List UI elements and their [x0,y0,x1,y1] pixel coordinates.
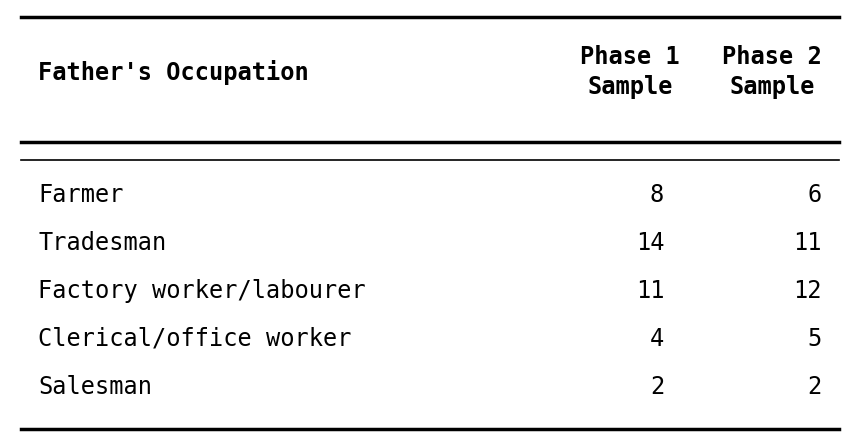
Text: 11: 11 [636,279,664,303]
Text: Farmer: Farmer [38,182,124,206]
Text: 12: 12 [793,279,822,303]
Text: Clerical/office worker: Clerical/office worker [38,327,352,351]
Text: 8: 8 [650,182,664,206]
Text: 14: 14 [636,231,664,255]
Text: 4: 4 [650,327,664,351]
Text: 2: 2 [650,375,664,399]
Text: 2: 2 [808,375,822,399]
Text: Tradesman: Tradesman [38,231,167,255]
Text: Father's Occupation: Father's Occupation [38,59,309,84]
Text: 11: 11 [793,231,822,255]
Text: Factory worker/labourer: Factory worker/labourer [38,279,366,303]
Text: Salesman: Salesman [38,375,152,399]
Text: 5: 5 [808,327,822,351]
Text: 6: 6 [808,182,822,206]
Text: Phase 2
Sample: Phase 2 Sample [722,45,822,99]
Text: Phase 1
Sample: Phase 1 Sample [580,45,680,99]
